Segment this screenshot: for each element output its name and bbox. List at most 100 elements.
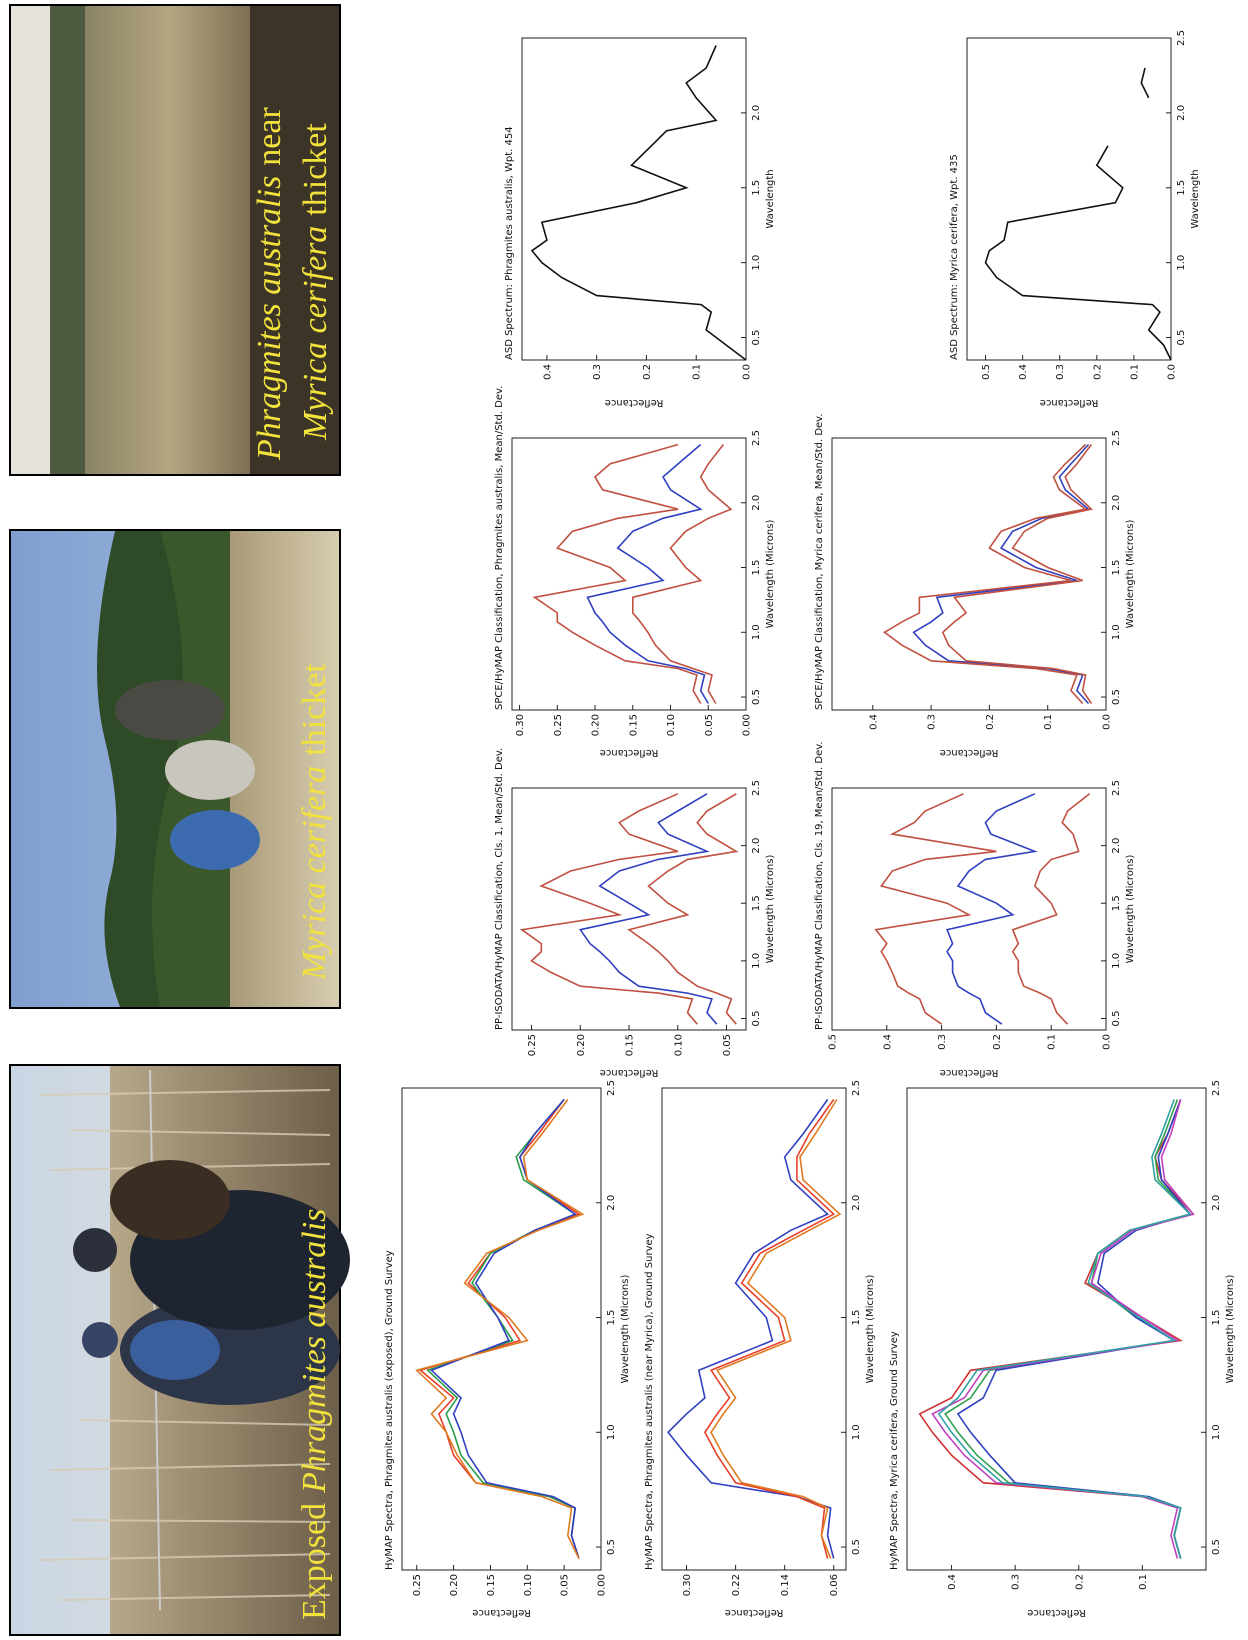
x-tick-label: 0.5 (1211, 1539, 1222, 1555)
photo (9, 529, 341, 1009)
spectrum-line (946, 793, 1038, 1025)
y-tick-label: 0.1 (1047, 1034, 1058, 1050)
y-tick-label: 0.3 (927, 714, 938, 730)
y-tick-label: 0.5 (828, 1034, 839, 1050)
plot-frame (521, 37, 747, 361)
photo (9, 4, 341, 476)
x-axis-label: Wavelength (765, 169, 776, 228)
y-tick-label: 0.1 (692, 364, 703, 380)
y-tick-label: 0.00 (597, 1574, 608, 1596)
x-tick-label: 0.5 (1176, 330, 1187, 346)
x-tick-label: 1.0 (1211, 1424, 1222, 1440)
spectrum-line (710, 1099, 842, 1559)
x-tick-label: 1.0 (1111, 953, 1122, 969)
x-tick-label: 0.5 (1111, 689, 1122, 705)
photo (9, 1064, 350, 1636)
spectrum-line (418, 1099, 581, 1559)
x-tick-label: 1.5 (751, 895, 762, 911)
spectrum-line (703, 1099, 836, 1559)
y-tick-label: 0.5 (981, 364, 992, 380)
x-tick-label: 1.5 (606, 1310, 617, 1326)
x-tick-label: 1.5 (1176, 180, 1187, 196)
x-axis-label: Wavelength (Microns) (620, 1275, 631, 1384)
y-tick-label: 0.0 (742, 364, 753, 380)
y-tick-label: 0.15 (486, 1574, 497, 1596)
spectrum-line (883, 443, 1088, 705)
x-tick-label: 0.5 (751, 330, 762, 346)
x-tick-label: 1.0 (751, 953, 762, 969)
y-tick-label: 0.06 (829, 1574, 840, 1596)
y-tick-label: 0.3 (937, 1034, 948, 1050)
x-axis-label: Wavelength (Microns) (1125, 520, 1136, 629)
y-tick-label: 0.4 (882, 1034, 893, 1050)
y-tick-label: 0.1 (1129, 364, 1140, 380)
x-tick-label: 2.0 (1111, 495, 1122, 511)
y-tick-label: 0.0 (1102, 1034, 1113, 1050)
spectrum-line (530, 45, 747, 361)
y-tick-label: 0.05 (722, 1034, 733, 1056)
chart-title: HyMAP Spectra, Myrica cerifera, Ground S… (889, 1331, 900, 1570)
y-tick-label: 0.30 (515, 714, 526, 736)
caption-text: thicket (297, 123, 334, 216)
y-tick-label: 0.4 (947, 1574, 958, 1590)
y-tick-label: 0.2 (642, 364, 653, 380)
y-tick-label: 0.10 (666, 714, 677, 736)
x-tick-label: 2.5 (751, 430, 762, 446)
x-tick-label: 1.0 (1176, 255, 1187, 271)
y-tick-label: 0.10 (523, 1574, 534, 1596)
y-tick-label: 0.25 (553, 714, 564, 736)
x-tick-label: 2.5 (851, 1080, 862, 1096)
spectrum-line (937, 1099, 1192, 1559)
spectrum-line (1011, 793, 1091, 1025)
x-tick-label: 2.0 (606, 1195, 617, 1211)
photo-caption: Myrica cerifera thicket (297, 123, 334, 441)
y-tick-label: 0.4 (868, 714, 879, 730)
x-tick-label: 1.0 (751, 624, 762, 640)
y-tick-label: 0.0 (1102, 714, 1113, 730)
y-tick-label: 0.10 (673, 1034, 684, 1056)
x-tick-label: 2.5 (751, 780, 762, 796)
y-tick-label: 0.1 (1043, 714, 1054, 730)
y-tick-label: 0.25 (412, 1574, 423, 1596)
x-tick-label: 1.5 (751, 560, 762, 576)
y-tick-label: 0.20 (449, 1574, 460, 1596)
x-tick-label: 2.5 (1111, 780, 1122, 796)
photo-caption: Myrica cerifera thicket (296, 663, 333, 981)
y-tick-label: 0.2 (1074, 1574, 1085, 1590)
spectrum-line (984, 67, 1172, 361)
y-tick-label: 0.3 (1055, 364, 1066, 380)
x-axis-label: Wavelength (Microns) (865, 1275, 876, 1384)
x-tick-label: 2.0 (751, 105, 762, 121)
x-tick-label: 1.5 (751, 180, 762, 196)
spectrum-line (941, 444, 1094, 704)
y-axis-label: Reflectance (600, 747, 659, 758)
caption-text: Myrica cerifera (296, 766, 333, 981)
x-tick-label: 1.5 (1211, 1310, 1222, 1326)
y-axis-label: Reflectance (600, 1067, 659, 1078)
chart-title: PP-ISODATA/HyMAP Classification, Cls. 19… (814, 741, 825, 1030)
spectrum-line (578, 793, 718, 1025)
y-tick-label: 0.15 (625, 1034, 636, 1056)
x-tick-label: 2.5 (1211, 1080, 1222, 1096)
y-tick-label: 0.05 (704, 714, 715, 736)
x-tick-label: 0.5 (751, 689, 762, 705)
plot-frame (966, 37, 1172, 361)
spectrum-line (519, 793, 698, 1025)
spectrum-line (415, 1099, 585, 1559)
y-axis-label: Reflectance (605, 397, 664, 408)
x-tick-label: 1.0 (751, 255, 762, 271)
y-tick-label: 0.3 (592, 364, 603, 380)
y-axis-label: Reflectance (725, 1607, 784, 1618)
chart-title: ASD Spectrum: Myrica cerifera, Wpt. 435 (949, 154, 960, 360)
photo-caption: Phragmites australis near (251, 107, 288, 461)
x-tick-label: 2.0 (751, 495, 762, 511)
x-tick-label: 2.5 (606, 1080, 617, 1096)
spectrum-line (632, 444, 733, 704)
spectrum-line (627, 793, 739, 1025)
y-tick-label: 0.00 (742, 714, 753, 736)
y-axis-label: Reflectance (472, 1607, 531, 1618)
chart-title: SPCE/HyMAP Classification, Myrica cerife… (814, 414, 825, 711)
y-tick-label: 0.1 (1138, 1574, 1149, 1590)
